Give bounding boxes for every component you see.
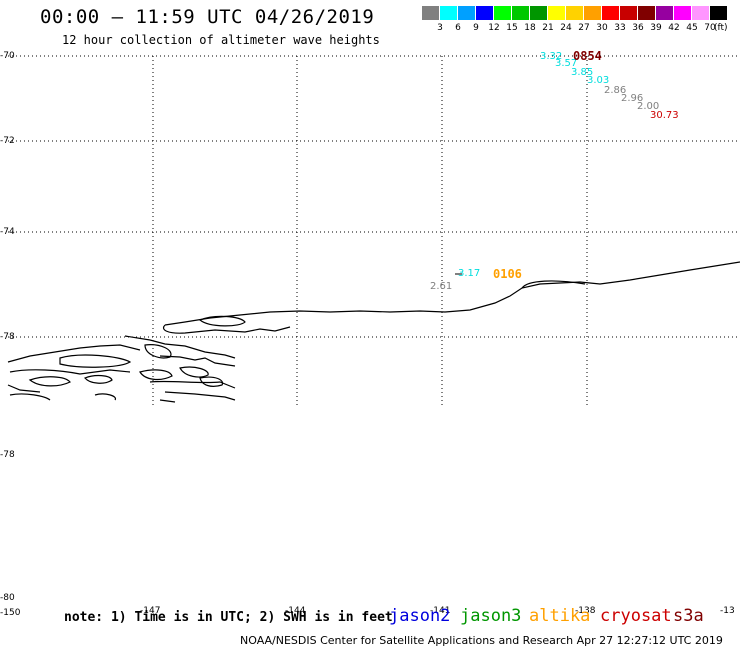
map-subtitle: 12 hour collection of altimeter wave hei… bbox=[62, 33, 380, 47]
legend-swatch bbox=[530, 6, 548, 20]
lat-label: -78 bbox=[0, 332, 15, 342]
swh-point: 2.96 bbox=[621, 93, 644, 104]
pass-time-label: 0106 bbox=[493, 267, 522, 281]
legend-swatch bbox=[548, 6, 566, 20]
legend-swatch bbox=[674, 6, 692, 20]
satellite-label-jason3: jason3 bbox=[460, 606, 522, 626]
swh-point: 3.85 bbox=[571, 67, 594, 78]
satellite-label-altika: altika bbox=[529, 606, 591, 626]
legend-label: 30 bbox=[596, 23, 608, 33]
legend-swatch bbox=[566, 6, 584, 20]
legend-label: 18 bbox=[524, 23, 536, 33]
legend-label: 12 bbox=[488, 23, 500, 33]
legend-label: 6 bbox=[455, 23, 461, 33]
legend-swatch bbox=[620, 6, 638, 20]
legend-swatch bbox=[710, 6, 728, 20]
legend-swatch bbox=[602, 6, 620, 20]
pass-time-label: 0854 bbox=[573, 49, 602, 63]
coastline bbox=[7, 261, 740, 403]
legend-label: 9 bbox=[473, 23, 479, 33]
satellite-label-jason2: jason2 bbox=[389, 606, 451, 626]
lat-label: -80 bbox=[0, 593, 15, 603]
lat-label: -74 bbox=[0, 227, 15, 237]
map-title: 00:00 – 11:59 UTC 04/26/2019 bbox=[40, 6, 375, 28]
swh-point: 3.57 bbox=[555, 58, 578, 69]
swh-point: 3.32 bbox=[540, 51, 563, 62]
satellite-label-s3a: s3a bbox=[673, 606, 704, 626]
legend-swatch bbox=[692, 6, 710, 20]
swh-point: 30.73 bbox=[650, 110, 679, 121]
lon-label: -141 bbox=[430, 606, 451, 616]
footer-credit: NOAA/NESDIS Center for Satellite Applica… bbox=[240, 634, 723, 647]
legend-label: 42 bbox=[668, 23, 680, 33]
legend-swatch bbox=[440, 6, 458, 20]
lat-label: -78 bbox=[0, 450, 15, 460]
legend-label: 24 bbox=[560, 23, 572, 33]
swh-point: 3.03 bbox=[587, 75, 610, 86]
graticule bbox=[8, 55, 740, 408]
swh-point: 2.00 bbox=[637, 101, 660, 112]
legend-swatch bbox=[476, 6, 494, 20]
legend-swatch bbox=[494, 6, 512, 20]
legend-unit: (ft) bbox=[714, 23, 728, 33]
legend-label: 15 bbox=[506, 23, 518, 33]
lon-label: -147 bbox=[140, 606, 161, 616]
legend-swatch bbox=[638, 6, 656, 20]
legend-swatch bbox=[458, 6, 476, 20]
legend-swatch bbox=[422, 6, 440, 20]
legend-swatch bbox=[584, 6, 602, 20]
legend-label: 3 bbox=[437, 23, 443, 33]
legend-label: 39 bbox=[650, 23, 662, 33]
legend-label: 36 bbox=[632, 23, 644, 33]
lat-label: -70 bbox=[0, 51, 15, 61]
swh-point: 2.61 bbox=[430, 281, 453, 292]
swh-point: 2.86 bbox=[604, 85, 627, 96]
legend-label: 45 bbox=[686, 23, 698, 33]
legend-swatch bbox=[512, 6, 530, 20]
lon-label: -138 bbox=[575, 606, 596, 616]
lon-label: -150 bbox=[0, 608, 21, 618]
legend-label: 33 bbox=[614, 23, 626, 33]
legend-swatch bbox=[656, 6, 674, 20]
lat-label: -72 bbox=[0, 136, 15, 146]
legend-label: 21 bbox=[542, 23, 554, 33]
lon-label: -13 bbox=[720, 606, 735, 616]
lon-label: -144 bbox=[285, 606, 306, 616]
legend-label: 70 bbox=[704, 23, 716, 33]
swh-point: 3.17 bbox=[458, 268, 481, 279]
units-note: note: 1) Time is in UTC; 2) SWH is in fe… bbox=[64, 610, 393, 625]
satellite-label-cryosat: cryosat bbox=[600, 606, 672, 626]
legend-label: 27 bbox=[578, 23, 590, 33]
